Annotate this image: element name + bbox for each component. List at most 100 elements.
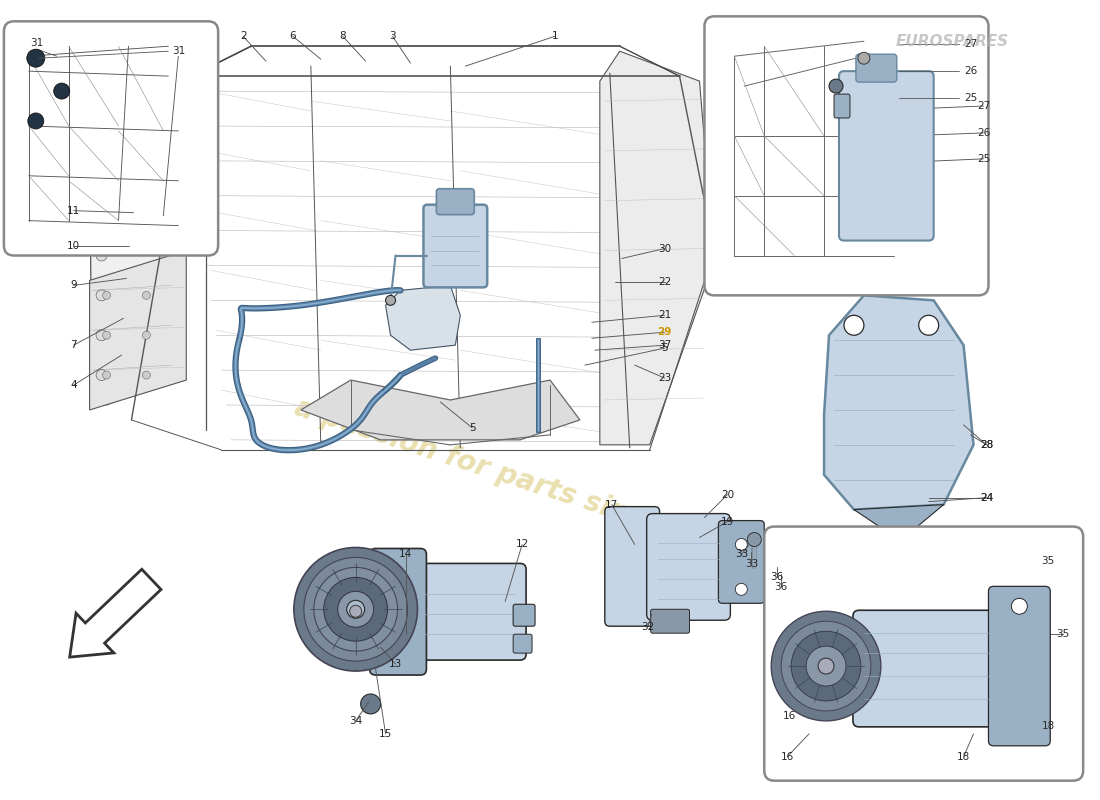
FancyBboxPatch shape <box>764 526 1084 781</box>
Text: 7: 7 <box>70 340 77 350</box>
Circle shape <box>96 370 107 381</box>
Polygon shape <box>89 76 191 405</box>
Text: EUROSPARES: EUROSPARES <box>895 34 1009 49</box>
Text: 5: 5 <box>661 343 668 353</box>
Text: 33: 33 <box>735 550 748 559</box>
FancyBboxPatch shape <box>704 16 989 295</box>
Text: 25: 25 <box>977 154 990 164</box>
Circle shape <box>346 600 364 618</box>
Text: 6: 6 <box>289 31 296 42</box>
Circle shape <box>806 646 846 686</box>
Polygon shape <box>386 286 460 350</box>
Circle shape <box>844 315 864 335</box>
Text: 35: 35 <box>1042 557 1055 566</box>
Text: 27: 27 <box>964 39 977 50</box>
Circle shape <box>28 113 44 129</box>
Text: 16: 16 <box>781 752 794 762</box>
FancyBboxPatch shape <box>513 634 532 653</box>
Text: 29: 29 <box>658 327 672 338</box>
Text: 31: 31 <box>172 46 185 56</box>
Text: 10: 10 <box>67 241 80 250</box>
FancyBboxPatch shape <box>4 22 218 255</box>
Text: 11: 11 <box>67 206 80 216</box>
Text: 26: 26 <box>977 128 990 138</box>
Text: 15: 15 <box>378 729 393 739</box>
Polygon shape <box>600 51 714 445</box>
Polygon shape <box>854 505 944 530</box>
Circle shape <box>771 611 881 721</box>
Circle shape <box>96 210 107 221</box>
Circle shape <box>791 631 861 701</box>
Circle shape <box>774 558 789 571</box>
FancyBboxPatch shape <box>834 94 850 118</box>
Text: 27: 27 <box>977 101 990 111</box>
Text: 9: 9 <box>70 280 77 290</box>
Circle shape <box>747 533 761 546</box>
Circle shape <box>1011 598 1027 614</box>
Text: a passion for parts since 1985: a passion for parts since 1985 <box>292 394 749 566</box>
Circle shape <box>304 558 407 661</box>
Circle shape <box>829 79 843 93</box>
Circle shape <box>350 606 362 618</box>
Circle shape <box>386 295 396 306</box>
FancyBboxPatch shape <box>650 610 690 633</box>
Text: 34: 34 <box>349 716 362 726</box>
FancyBboxPatch shape <box>437 189 474 214</box>
Circle shape <box>26 50 45 67</box>
Circle shape <box>96 330 107 341</box>
Circle shape <box>361 694 381 714</box>
Circle shape <box>314 567 397 651</box>
Circle shape <box>142 291 151 299</box>
Circle shape <box>54 83 69 99</box>
Text: 22: 22 <box>658 278 671 287</box>
Circle shape <box>918 315 938 335</box>
Circle shape <box>736 583 747 595</box>
Text: 33: 33 <box>745 559 758 570</box>
Circle shape <box>96 290 107 301</box>
Circle shape <box>781 622 871 711</box>
Polygon shape <box>301 380 580 440</box>
Text: 21: 21 <box>658 310 671 320</box>
Circle shape <box>96 170 107 182</box>
Text: 24: 24 <box>980 493 993 502</box>
Circle shape <box>102 331 110 339</box>
Text: 36: 36 <box>774 582 788 592</box>
Text: 35: 35 <box>1057 629 1070 639</box>
FancyBboxPatch shape <box>718 521 764 603</box>
Text: 30: 30 <box>658 243 671 254</box>
Text: 18: 18 <box>957 752 970 762</box>
FancyBboxPatch shape <box>370 549 427 675</box>
Text: 16: 16 <box>782 711 795 721</box>
Text: 31: 31 <box>30 38 43 48</box>
Text: 4: 4 <box>70 380 77 390</box>
Circle shape <box>102 371 110 379</box>
Circle shape <box>96 250 107 261</box>
Circle shape <box>142 331 151 339</box>
FancyBboxPatch shape <box>605 506 660 626</box>
Text: 18: 18 <box>1042 721 1055 731</box>
FancyBboxPatch shape <box>856 54 896 82</box>
Text: 37: 37 <box>658 340 671 350</box>
Circle shape <box>858 52 870 64</box>
Text: 2: 2 <box>240 31 246 42</box>
Text: 14: 14 <box>399 550 412 559</box>
Text: 32: 32 <box>641 622 654 632</box>
Text: 8: 8 <box>340 31 346 42</box>
Text: 36: 36 <box>771 572 784 582</box>
Text: 28: 28 <box>980 440 993 450</box>
Circle shape <box>323 578 387 641</box>
FancyBboxPatch shape <box>513 604 535 626</box>
Text: 28: 28 <box>980 440 993 450</box>
Text: 26: 26 <box>964 66 977 76</box>
Text: 13: 13 <box>389 659 403 669</box>
Text: 23: 23 <box>658 373 671 383</box>
FancyBboxPatch shape <box>409 563 526 660</box>
FancyBboxPatch shape <box>424 205 487 287</box>
FancyBboxPatch shape <box>989 586 1050 746</box>
FancyBboxPatch shape <box>839 71 934 241</box>
Text: 17: 17 <box>605 500 618 510</box>
Circle shape <box>338 591 374 627</box>
Circle shape <box>736 538 747 550</box>
Circle shape <box>818 658 834 674</box>
Circle shape <box>102 291 110 299</box>
